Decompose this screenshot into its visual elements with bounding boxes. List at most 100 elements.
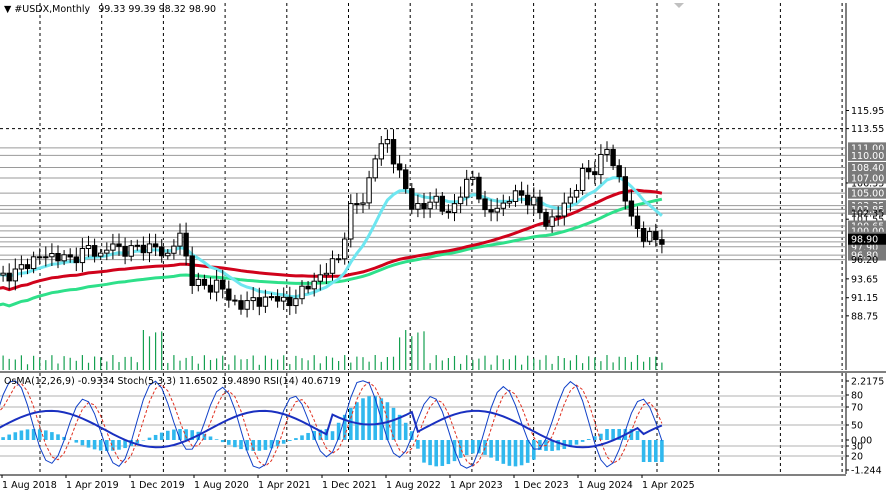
indicator-tick-label: 30 <box>851 442 863 453</box>
candle <box>335 253 342 264</box>
candle <box>250 287 256 311</box>
candle-body <box>55 253 61 262</box>
candle-body <box>647 231 653 242</box>
osma-bar <box>330 431 335 440</box>
candle-body <box>659 239 665 245</box>
candle <box>244 291 250 318</box>
candle <box>531 187 537 214</box>
candle <box>140 236 147 261</box>
osma-bar <box>440 440 445 466</box>
candle-body <box>445 210 452 214</box>
candle-body <box>366 177 372 204</box>
candle-body <box>427 201 433 210</box>
candles <box>0 129 665 318</box>
osma-bar <box>495 440 499 461</box>
candle-body <box>110 243 116 251</box>
candle <box>360 193 366 214</box>
candle-body <box>213 279 220 293</box>
candle <box>537 189 543 220</box>
candle <box>268 292 275 301</box>
candle-body <box>140 244 147 254</box>
candle-body <box>634 215 641 229</box>
candle <box>482 190 488 217</box>
candle <box>348 194 354 248</box>
price-level-label: 96.80 <box>851 251 878 262</box>
candle <box>500 194 507 216</box>
candle-body <box>73 256 79 264</box>
price-level-tag <box>848 172 886 184</box>
candle-body <box>409 188 415 210</box>
candle <box>195 272 202 292</box>
osma-bar <box>568 440 573 448</box>
price-level-label: 102.35 <box>851 209 884 220</box>
candle-body <box>37 256 43 259</box>
candle <box>43 246 49 267</box>
osma-bar <box>477 440 481 454</box>
candle <box>116 233 122 256</box>
candle-body <box>201 278 208 286</box>
candle-body <box>311 280 317 290</box>
price-level-tag <box>848 249 886 261</box>
candle <box>403 164 409 194</box>
time-tick-label: 1 Dec 2023 <box>514 480 569 491</box>
osma-bar <box>471 440 475 454</box>
time-tick-label: 1 Aug 2020 <box>194 480 249 491</box>
candle <box>171 239 177 260</box>
ema-mid-line <box>0 197 663 308</box>
candle <box>299 280 305 305</box>
indicator-tick-label: 50 <box>851 421 863 432</box>
price-level-label: 107.00 <box>851 174 884 185</box>
indicator-tick-label: 20 <box>851 452 863 463</box>
candle-body <box>281 296 287 302</box>
price-level-label: 111.00 <box>851 143 884 154</box>
osma-bar <box>586 439 591 440</box>
candle <box>24 258 31 275</box>
osma-bar <box>660 440 664 462</box>
candle-body <box>335 258 342 261</box>
osma-bar <box>428 440 432 466</box>
osma-bar <box>507 440 512 466</box>
osma-bar <box>538 440 542 451</box>
candle <box>67 248 73 263</box>
candle <box>573 184 580 203</box>
indicator-tick-label: 80 <box>851 391 863 402</box>
candle-body <box>500 202 507 209</box>
candle <box>543 208 549 230</box>
osma-bar <box>202 433 207 440</box>
osma-bar <box>373 396 377 440</box>
candle <box>396 155 403 178</box>
osma-bar <box>208 436 213 440</box>
candle-body <box>195 278 202 286</box>
candle <box>91 238 98 263</box>
candle-body <box>128 245 134 257</box>
candle <box>592 161 598 184</box>
ema-short-line <box>0 176 663 299</box>
candle-body <box>640 227 647 242</box>
indicator-tick-label: 0.00 <box>851 436 872 447</box>
candle <box>506 196 513 208</box>
candle <box>488 199 494 222</box>
candle <box>470 170 476 186</box>
candle-body <box>299 285 305 300</box>
osma-bar <box>178 429 182 440</box>
candle-body <box>256 297 263 307</box>
osma-bar <box>31 429 36 440</box>
candle <box>647 227 653 246</box>
candle <box>555 206 561 226</box>
osma-bar <box>86 440 91 448</box>
candle <box>323 263 330 285</box>
candle <box>622 167 628 210</box>
osma-bar <box>532 440 536 460</box>
osma-bar <box>275 440 280 447</box>
osma-bar <box>25 429 30 440</box>
osma-bar <box>257 440 262 451</box>
osma-bar <box>239 440 243 450</box>
osma-bar <box>50 432 54 440</box>
candle-body <box>250 297 256 302</box>
candle-body <box>226 288 232 301</box>
osma-bar <box>172 429 176 440</box>
candle <box>104 242 110 261</box>
candle-body <box>329 258 336 274</box>
candle-body <box>488 209 494 213</box>
